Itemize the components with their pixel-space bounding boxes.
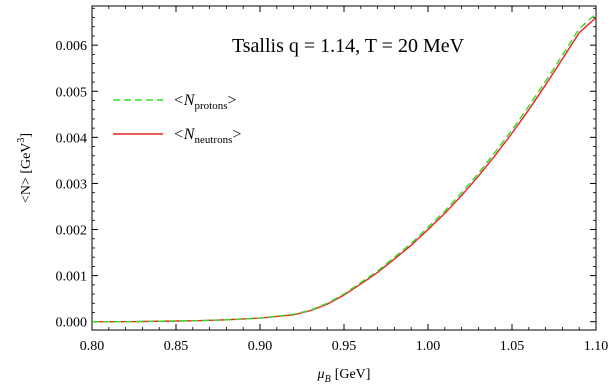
x-axis-title: μB [GeV] — [317, 367, 371, 385]
x-tick-label: 0.80 — [80, 339, 105, 354]
series-line-protons — [92, 13, 597, 323]
tick-labels: 0.80 0.85 0.90 0.95 1.00 1.05 1.10 0.000 0.001 0.… — [56, 39, 609, 354]
x-tick-label: 0.90 — [248, 339, 273, 354]
y-tick-label: 0.000 — [56, 316, 88, 331]
y-tick-label: 0.006 — [56, 39, 88, 54]
series-lines — [92, 13, 597, 323]
legend-label-neutrons: <Nneutrons> — [173, 126, 241, 146]
chart-annotation: Tsallis q = 1.14, T = 20 MeV — [232, 35, 465, 57]
y-tick-label: 0.002 — [56, 224, 88, 239]
series-line-neutrons — [92, 17, 597, 323]
x-tick-label: 1.00 — [416, 339, 441, 354]
y-tick-label: 0.003 — [56, 177, 88, 192]
ticks — [91, 6, 597, 330]
y-tick-label: 0.004 — [56, 131, 88, 146]
x-tick-label: 0.95 — [332, 339, 357, 354]
x-tick-label: 1.05 — [500, 339, 525, 354]
legend: <Nprotons> <Nneutrons> — [113, 92, 241, 146]
y-tick-label: 0.005 — [56, 85, 88, 100]
x-tick-label: 1.10 — [584, 339, 609, 354]
y-tick-label: 0.001 — [56, 270, 88, 285]
y-axis-title: <N> [GeV3] — [16, 133, 34, 203]
legend-label-protons: <Nprotons> — [173, 92, 237, 112]
x-tick-label: 0.85 — [164, 339, 189, 354]
